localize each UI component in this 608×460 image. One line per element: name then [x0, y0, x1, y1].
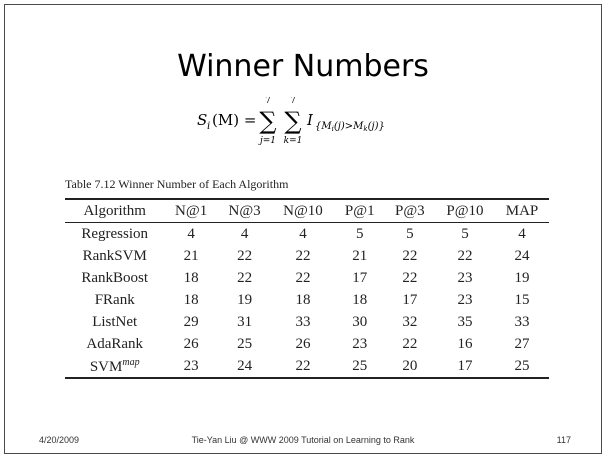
- header-n3: N@3: [228, 202, 261, 219]
- table-cell: 17: [352, 269, 368, 286]
- sum1-upper: 7: [265, 97, 271, 106]
- table-cell: 33: [295, 313, 311, 330]
- table-cell: 23: [183, 357, 199, 374]
- table-cell: 22: [237, 269, 253, 286]
- table-cell: 21: [183, 247, 199, 264]
- algorithm-name-sup: map: [122, 356, 140, 368]
- table-cell: 19: [237, 291, 253, 308]
- formula-lhs-arg: (M) =: [212, 111, 256, 129]
- table-row: AdaRank 26 25 26 23 22 16 27: [65, 333, 549, 355]
- algorithm-name: SVMmap: [65, 355, 164, 378]
- table-cell: 30: [352, 313, 368, 330]
- header-p1: P@1: [344, 202, 375, 219]
- table-caption: Table 7.12 Winner Number of Each Algorit…: [65, 177, 289, 191]
- table-row: ListNet 29 31 33 30 32 35 33: [65, 311, 549, 333]
- table-cell: 17: [402, 291, 418, 308]
- table-cell: 23: [352, 335, 368, 352]
- table-row: RankSVM 21 22 22 21 22 22 24: [65, 245, 549, 267]
- table-cell: 26: [183, 335, 199, 352]
- table-cell: 15: [514, 291, 530, 308]
- formula-lhs: S: [197, 111, 207, 129]
- formula-lhs-sub: i: [207, 121, 210, 132]
- table-cell: 18: [183, 291, 199, 308]
- algorithm-name: FRank: [94, 291, 135, 308]
- formula-indicator: I: [306, 111, 314, 129]
- header-map: MAP: [505, 202, 539, 219]
- table-cell: 32: [402, 313, 418, 330]
- sum2-symbol: ∑: [284, 107, 301, 135]
- table-cell: 22: [295, 247, 311, 264]
- footer-date: 4/20/2009: [39, 435, 80, 445]
- table-cell: 17: [457, 357, 473, 374]
- table-cell: 21: [352, 247, 368, 264]
- table-cell: 18: [295, 291, 311, 308]
- footer-title: Tie-Yan Liu @ WWW 2009 Tutorial on Learn…: [191, 435, 415, 445]
- table-cell: 22: [295, 269, 311, 286]
- table-cell: 29: [183, 313, 199, 330]
- sum1-lower: j=1: [258, 136, 276, 146]
- table-cell: 19: [514, 269, 530, 286]
- algorithm-name: ListNet: [92, 313, 138, 330]
- table-cell: 4: [240, 225, 249, 242]
- algorithm-name: Regression: [81, 225, 149, 242]
- table-cell: 25: [352, 357, 368, 374]
- table-cell: 5: [406, 225, 414, 242]
- sum1-symbol: ∑: [259, 107, 276, 135]
- table-cell: 4: [299, 225, 307, 242]
- table-cell: 22: [237, 247, 253, 264]
- header-n1: N@1: [175, 202, 208, 219]
- formula-indicator-sub: {Mi(j)>Mk(j)}: [315, 121, 385, 133]
- winner-number-table: Algorithm N@1 N@3 N@10 P@1 P@3 P@10 MAP …: [65, 198, 549, 379]
- slide: Winner Numbers S i (M) = 7 ∑ j=1 7 ∑ k=1…: [4, 4, 602, 454]
- algorithm-name: AdaRank: [86, 335, 144, 352]
- table-cell: 23: [457, 269, 473, 286]
- table-cell: 22: [295, 357, 311, 374]
- header-algorithm: Algorithm: [83, 202, 146, 219]
- header-p3: P@3: [395, 202, 425, 219]
- sum2-lower: k=1: [284, 136, 303, 146]
- table-cell: 24: [237, 357, 253, 374]
- algorithm-name-base: SVM: [89, 358, 123, 375]
- table-cell: 22: [457, 247, 473, 264]
- table-cell: 24: [514, 247, 530, 264]
- footer-page-number: 117: [556, 435, 571, 445]
- table-cell: 22: [402, 335, 418, 352]
- table-cell: 4: [187, 225, 195, 242]
- table-cell: 18: [352, 291, 368, 308]
- table-cell: 20: [402, 357, 418, 374]
- table-cell: 4: [518, 225, 526, 242]
- algorithm-name: RankSVM: [82, 247, 147, 264]
- table-cell: 23: [457, 291, 473, 308]
- slide-title: Winner Numbers: [177, 49, 429, 84]
- table-cell: 31: [237, 313, 253, 330]
- table-cell: 22: [402, 247, 418, 264]
- table-cell: 25: [514, 357, 530, 374]
- table-row: SVMmap 23 24 22 25 20 17 25: [65, 355, 549, 378]
- table-cell: 25: [237, 335, 253, 352]
- table-cell: 16: [457, 335, 473, 352]
- table-cell: 22: [402, 269, 418, 286]
- algorithm-name: RankBoost: [81, 269, 149, 286]
- table-header-row: Algorithm N@1 N@3 N@10 P@1 P@3 P@10 MAP: [65, 199, 549, 223]
- header-n10: N@10: [283, 202, 323, 219]
- table-row: FRank 18 19 18 18 17 23 15: [65, 289, 549, 311]
- table-cell: 26: [295, 335, 311, 352]
- table-row: RankBoost 18 22 22 17 22 23 19: [65, 267, 549, 289]
- sum2-upper: 7: [290, 97, 296, 106]
- table-cell: 5: [461, 225, 469, 242]
- table-row: Regression 4 4 4 5 5 5 4: [65, 223, 549, 246]
- table-cell: 35: [457, 313, 473, 330]
- winner-number-formula: S i (M) = 7 ∑ j=1 7 ∑ k=1 I {Mi(j)>Mk(j)…: [197, 97, 385, 146]
- table-cell: 27: [514, 335, 530, 352]
- table-cell: 18: [183, 269, 199, 286]
- table-cell: 5: [356, 225, 364, 242]
- table-cell: 33: [514, 313, 530, 330]
- header-p10: P@10: [446, 202, 484, 219]
